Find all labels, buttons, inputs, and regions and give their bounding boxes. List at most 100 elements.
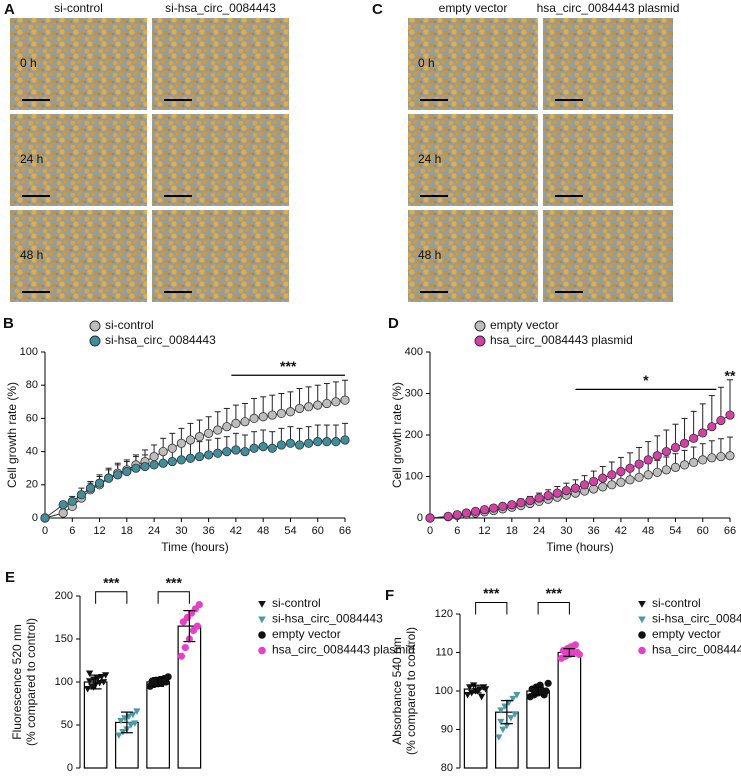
micrograph [10,210,147,302]
data-point [204,450,214,460]
data-point [86,678,94,685]
data-point [509,695,517,703]
legend-label: si-control [105,318,154,332]
data-point [58,500,68,510]
significance-label: * [643,372,649,388]
legend-marker [638,631,646,639]
x-tick-label: 30 [175,525,187,537]
bar [146,681,170,769]
data-point [661,465,671,475]
panel-letter: E [5,569,15,586]
column-header: si-control [54,1,103,15]
data-point [131,720,139,727]
y-tick-label: 80 [441,762,453,774]
data-point [104,473,114,483]
data-point [76,490,86,500]
data-point [466,684,474,691]
data-point [304,438,314,448]
bar [557,651,582,769]
data-point [513,691,521,699]
x-tick-label: 0 [427,525,433,537]
data-point [213,448,223,458]
data-point [102,672,110,679]
data-point [498,501,508,511]
data-point [725,451,735,461]
data-point [452,510,462,520]
legend-marker [638,600,646,608]
y-tick-label: 0 [67,762,73,774]
x-tick-label: 42 [615,525,627,537]
data-point [294,440,305,450]
row-label: 0 h [20,56,37,70]
data-point [607,470,617,480]
data-point [643,455,653,465]
significance-label: *** [280,358,297,374]
y-axis-label: (% compared to control) [404,627,418,755]
micrograph [408,18,538,110]
x-tick-label: 48 [257,525,269,537]
x-tick-label: 12 [478,525,490,537]
y-tick-label: 400 [405,346,423,358]
x-tick-label: 66 [339,525,351,537]
data-point [231,418,241,428]
data-point [478,693,486,701]
data-point [149,460,159,470]
data-point [185,435,196,445]
data-point [679,438,690,448]
y-axis-label: Cell growth rate (%) [5,382,19,488]
data-point [543,490,553,501]
data-point [285,407,296,417]
data-point [176,455,186,465]
data-point [258,412,268,422]
data-point [625,463,635,473]
data-point [689,457,699,467]
row-label: 24 h [418,152,441,166]
y-axis-label: Fluorescence 520 nm [10,624,24,739]
data-point [598,473,608,483]
data-point [725,410,735,420]
data-point [507,500,517,510]
legend-marker [474,320,486,332]
data-point [267,410,277,420]
y-tick-label: 200 [405,429,423,441]
x-tick-label: 48 [642,525,654,537]
data-point [707,422,717,432]
data-point [425,513,435,523]
data-point [534,493,544,503]
data-point [461,508,471,518]
column-header: hsa_circ_0084443 plasmid [537,1,680,15]
data-point [652,467,662,477]
data-point [443,511,453,521]
data-point [716,451,726,462]
micrograph [543,210,673,302]
y-tick-label: 100 [55,676,73,688]
bar [83,681,108,769]
y-tick-label: 80 [26,379,38,391]
micrograph [152,18,289,110]
y-axis-label: (% compared to control) [24,618,38,746]
data-point [464,691,472,699]
data-point [313,400,323,410]
legend-marker [638,616,646,624]
legend-label: empty vector [490,318,559,332]
data-point [470,506,481,516]
x-tick-label: 6 [454,525,460,537]
data-point [575,650,583,659]
x-tick-label: 66 [724,525,736,537]
y-tick-label: 300 [405,387,423,399]
data-point [127,722,135,729]
legend-label: si-control [652,596,701,610]
bar [526,690,550,769]
micrograph [152,114,289,206]
x-tick-label: 54 [284,525,296,537]
data-point [322,437,332,447]
data-point [716,415,726,426]
panel-letter: B [3,315,14,332]
data-point [495,734,503,741]
data-point [294,403,305,414]
data-point [240,417,250,427]
panel-letter: F [385,587,394,604]
data-point [616,477,626,487]
data-point [276,408,286,419]
